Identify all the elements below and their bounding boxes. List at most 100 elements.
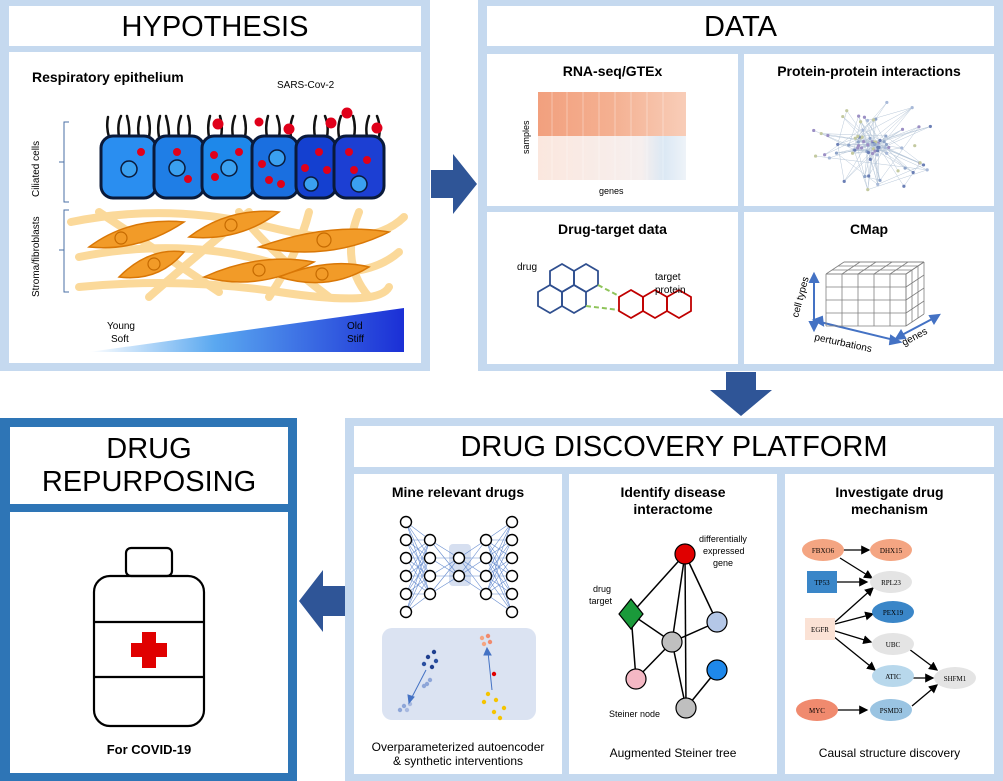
autoencoder-diagram — [382, 515, 536, 721]
ciliated-bracket — [59, 121, 69, 293]
ppi-network — [812, 100, 932, 192]
latent-arrows — [407, 646, 493, 705]
node-fbxo6 — [802, 539, 844, 561]
node-egfr — [805, 618, 835, 640]
repurposing-title-box: DRUG REPURPOSING — [10, 427, 288, 504]
drug-target-label-1: drug — [593, 584, 611, 594]
young-label: Young — [107, 321, 135, 332]
steiner-edges — [630, 553, 718, 709]
hypothesis-title-box: HYPOTHESIS — [9, 6, 421, 46]
node-dhx15 — [870, 539, 912, 561]
de-label-3: gene — [713, 558, 733, 568]
medicine-bottle-icon — [92, 546, 206, 728]
interactome-node-lightblue — [706, 611, 728, 633]
interactome-title-1: Identify disease — [620, 484, 726, 500]
de-gene-node — [674, 543, 696, 565]
ciliated-cells — [99, 134, 386, 200]
interactome-caption: Augmented Steiner tree — [609, 746, 737, 760]
interactome-title-2: interactome — [633, 501, 713, 517]
cmap-grid — [825, 261, 925, 327]
mine-title: Mine relevant drugs — [391, 484, 525, 500]
label-pex19: PEX19 — [883, 609, 904, 617]
cmap-title: CMap — [849, 221, 889, 237]
binding-lines — [585, 284, 620, 311]
mechanism-title-2: mechanism — [850, 501, 929, 517]
node-myc — [796, 699, 838, 721]
node-tp53 — [807, 571, 837, 593]
label-myc: MYC — [809, 707, 825, 715]
causal-graph: FBXO6 DHX15 TP53 RPL23 PEX19 EGFR UBC AT… — [796, 539, 976, 721]
interactome-node-pink — [625, 668, 647, 690]
arrow-platform-to-repurposing — [299, 570, 345, 632]
label-tp53: TP53 — [814, 579, 830, 587]
interactome-panel: Identify disease interactome differentia… — [569, 474, 777, 774]
de-label-2: expressed — [703, 546, 745, 556]
target-label-1: target — [655, 272, 681, 283]
node-atic — [872, 665, 914, 687]
node-psmd3 — [870, 699, 912, 721]
steiner-tree-diagram: differentially expressed gene drug targe… — [589, 534, 747, 719]
stiff-label: Stiff — [347, 334, 364, 345]
hypothesis-subtitle: Respiratory epithelium — [32, 69, 184, 85]
cell-nuclei — [120, 149, 368, 193]
mine-caption-2: & synthetic interventions — [392, 754, 524, 768]
drug-target-label-2: target — [589, 596, 613, 606]
data-title-box: DATA — [487, 6, 994, 46]
label-psmd3: PSMD3 — [880, 707, 903, 715]
cmap-perturbations: perturbations — [813, 332, 872, 355]
ciliated-label: Ciliated cells — [31, 141, 42, 197]
label-dhx15: DHX15 — [880, 547, 903, 555]
drug-molecule — [537, 262, 599, 315]
label-fbxo6: FBXO6 — [812, 547, 835, 555]
arrow-data-to-platform — [710, 372, 772, 416]
rnaseq-panel: RNA-seq/GTEx samples genes — [487, 54, 738, 206]
repurposing-title-1: DRUG — [106, 433, 192, 465]
interactome-node-blue — [706, 659, 728, 681]
cmap-cube: cell types perturbations genes — [790, 261, 941, 355]
label-atic: ATIC — [885, 673, 901, 681]
fibroblast-nuclei — [114, 218, 332, 281]
soft-label: Soft — [111, 334, 129, 345]
drugtarget-panel: Drug-target data drug target protein — [487, 212, 738, 364]
age-stiffness-gradient — [89, 308, 404, 352]
rnaseq-ylabel: samples — [521, 120, 531, 154]
repurposing-caption: For COVID-19 — [106, 742, 192, 757]
mechanism-caption: Causal structure discovery — [818, 746, 961, 760]
label-shfm1: SHFM1 — [944, 675, 967, 683]
drug-target-node — [618, 598, 644, 630]
mine-panel: Mine relevant drugs Overparameterized au… — [354, 474, 562, 774]
mechanism-title-1: Investigate drug — [835, 484, 944, 500]
cilia — [105, 114, 381, 139]
virus-particles — [137, 107, 383, 188]
hypothesis-panel: Respiratory epithelium — [9, 52, 421, 363]
de-label-1: differentially — [699, 534, 747, 544]
node-ubc — [872, 633, 914, 655]
cmap-genes: genes — [900, 326, 929, 349]
data-title: DATA — [703, 11, 778, 43]
cmap-arrows — [808, 271, 941, 346]
label-ubc: UBC — [886, 641, 901, 649]
red-cross-icon — [131, 632, 167, 668]
steiner-node-label: Steiner node — [609, 709, 660, 719]
platform-title-box: DRUG DISCOVERY PLATFORM — [354, 426, 994, 467]
ppi-nodes — [812, 100, 932, 192]
ppi-title: Protein-protein interactions — [777, 63, 961, 79]
old-label: Old — [347, 321, 363, 332]
target-molecule — [618, 288, 692, 320]
repurposing-title-2: REPURPOSING — [41, 466, 257, 498]
virus-label: SARS-Cov-2 — [277, 80, 335, 91]
target-label-2: protein — [655, 285, 686, 296]
rnaseq-heatmap: samples genes — [521, 92, 686, 196]
rnaseq-title: RNA-seq/GTEx — [562, 63, 663, 79]
node-shfm1 — [934, 667, 976, 689]
mine-caption-1: Overparameterized autoencoder — [371, 740, 545, 754]
epithelium-illustration: SARS-Cov-2 Ciliated cells Stroma/fibrobl… — [31, 80, 408, 352]
ae-nodes — [399, 515, 519, 619]
steiner-node — [675, 697, 697, 719]
repurposing-panel: For COVID-19 — [10, 512, 288, 773]
drugtarget-illustration: drug target protein — [517, 262, 692, 320]
interactome-node-grey-1 — [661, 631, 683, 653]
cmap-panel: CMap cell types perturbations genes — [744, 212, 994, 364]
platform-title: DRUG DISCOVERY PLATFORM — [460, 431, 888, 463]
mechanism-panel: Investigate drug mechanism — [785, 474, 994, 774]
